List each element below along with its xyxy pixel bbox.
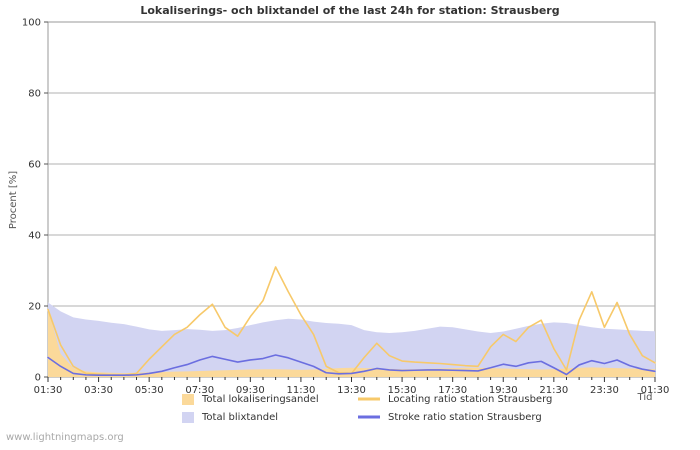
x-tick-label: 03:30 <box>84 385 113 396</box>
legend-label: Total blixtandel <box>201 412 278 423</box>
plot-background <box>47 21 656 378</box>
x-tick-label: 13:30 <box>337 385 366 396</box>
y-axis-ticks: 0 20 40 60 80 100 <box>22 18 48 384</box>
chart-title: Lokaliserings- och blixtandel of the las… <box>140 4 560 17</box>
legend-label: Total lokaliseringsandel <box>201 394 319 405</box>
x-tick-label: 01:30 <box>34 385 63 396</box>
x-tick-label: 21:30 <box>539 385 568 396</box>
x-tick-label: 23:30 <box>590 385 619 396</box>
watermark-text: www.lightningmaps.org <box>6 432 124 443</box>
series-area-group <box>48 302 655 377</box>
legend-swatch <box>182 394 194 405</box>
series-area <box>48 309 655 377</box>
series-line-group <box>47 266 656 377</box>
x-tick-label: 07:30 <box>185 385 214 396</box>
gridlines <box>48 92 655 307</box>
legend-label: Locating ratio station Strausberg <box>388 394 552 405</box>
y-tick-label: 20 <box>28 302 41 313</box>
plot-frame <box>47 21 656 378</box>
y-tick-label: 0 <box>35 373 41 384</box>
legend-label: Stroke ratio station Strausberg <box>388 412 542 423</box>
x-tick-label: 01:30 <box>641 385 670 396</box>
y-tick-label: 60 <box>28 160 41 171</box>
chart-legend: Total lokaliseringsandel Locating ratio s… <box>182 394 552 423</box>
x-tick-label: 09:30 <box>236 385 265 396</box>
series-area <box>48 302 655 377</box>
x-axis-label: Tid <box>637 392 653 403</box>
x-tick-label: 17:30 <box>438 385 467 396</box>
y-axis-label: Procent [%] <box>8 171 19 229</box>
x-tick-label: 05:30 <box>135 385 164 396</box>
legend-swatch <box>182 412 194 423</box>
x-tick-label: 19:30 <box>489 385 518 396</box>
x-tick-label: 11:30 <box>287 385 316 396</box>
y-tick-label: 80 <box>28 89 41 100</box>
x-axis-ticks: 01:30 03:30 05:30 07:30 09:30 11:30 13:30 15:30… <box>34 377 670 396</box>
y-tick-label: 100 <box>22 18 41 29</box>
y-tick-label: 40 <box>28 231 41 242</box>
x-tick-label: 15:30 <box>388 385 417 396</box>
series-line <box>47 354 656 377</box>
